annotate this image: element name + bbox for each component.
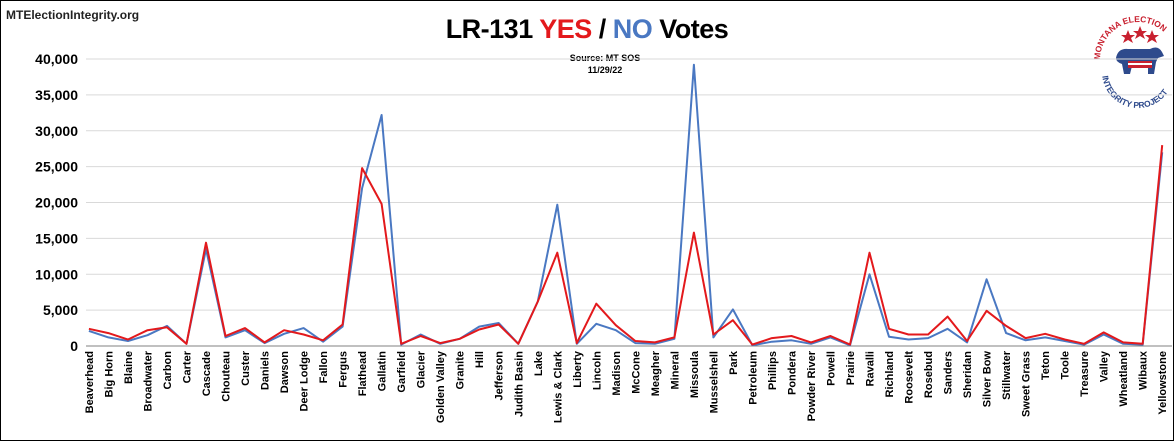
title-slash: / (591, 14, 613, 44)
y-tick-label: 10,000 (35, 266, 78, 282)
bear-icon (1116, 47, 1164, 74)
chart-source: Source: MT SOS 11/29/22 (535, 52, 675, 76)
x-tick-label: Blaine (123, 351, 135, 384)
y-tick-label: 40,000 (35, 51, 78, 67)
x-tick-label: Chouteau (221, 351, 233, 402)
logo-graphic: MONTANA ELECTION INTEGRITY PROJECT (1092, 14, 1170, 110)
x-tick-label: Fallon (318, 351, 330, 384)
x-tick-label: Deer Lodge (299, 351, 311, 412)
x-tick-label: Yellowstone (1157, 351, 1169, 415)
y-tick-label: 30,000 (35, 123, 78, 139)
x-tick-label: Powder River (806, 350, 818, 421)
x-tick-label: Lewis & Clark (552, 350, 564, 423)
series-line-yes (88, 145, 1164, 346)
x-tick-label: Golden Valley (435, 350, 447, 423)
x-tick-label: Gallatin (377, 351, 389, 392)
x-tick-label: Wibaux (1138, 350, 1150, 390)
x-tick-label: Toole (1060, 351, 1072, 380)
y-tick-label: 35,000 (35, 87, 78, 103)
title-yes: YES (539, 14, 592, 44)
x-tick-label: Carter (182, 350, 194, 383)
x-tick-label: Missoula (689, 350, 701, 398)
x-tick-label: McCone (630, 351, 642, 394)
x-tick-label: Treasure (1079, 351, 1091, 397)
y-tick-label: 20,000 (35, 195, 78, 211)
title-prefix: LR-131 (445, 14, 540, 44)
x-tick-label: Rosebud (923, 351, 935, 398)
star-icon (1121, 26, 1159, 43)
x-tick-label: Garfield (396, 351, 408, 393)
x-tick-label: Sheridan (962, 351, 974, 398)
x-tick-label: Glacier (416, 350, 428, 388)
x-tick-label: Prairie (845, 351, 857, 385)
x-tick-label: Valley (1099, 350, 1111, 382)
x-tick-label: Flathead (357, 351, 369, 396)
x-tick-label: Big Horn (103, 351, 115, 398)
x-tick-label: Roosevelt (904, 351, 916, 404)
site-label: MTElectionIntegrity.org (6, 8, 140, 22)
y-axis: 0 5,000 10,000 15,000 20,000 25,000 30,000 35,0… (35, 51, 78, 354)
title-no: NO (612, 14, 653, 44)
x-tick-label: Liberty (572, 350, 584, 388)
y-tick-label: 15,000 (35, 230, 78, 246)
project-logo: MONTANA ELECTION INTEGRITY PROJECT (1088, 8, 1174, 128)
x-tick-label: Beaverhead (84, 351, 96, 413)
y-tick-label: 25,000 (35, 159, 78, 175)
series-lines (88, 63, 1164, 347)
x-tick-label: Hill (474, 351, 486, 368)
x-tick-label: Granite (455, 351, 467, 390)
x-tick-label: Lake (533, 351, 545, 376)
x-tick-label: Petroleum (747, 351, 759, 405)
x-tick-label: Lincoln (591, 351, 603, 390)
source-date: 11/29/22 (587, 65, 623, 75)
x-tick-label: Musselshell (708, 351, 720, 413)
x-tick-label: Daniels (260, 351, 272, 390)
x-tick-label: Richland (884, 351, 896, 397)
x-tick-label: Wheatland (1118, 351, 1130, 407)
x-tick-label: Jefferson (494, 351, 506, 401)
x-tick-label: Custer (240, 350, 252, 386)
y-tick-label: 5,000 (43, 302, 78, 318)
y-tick-label: 0 (70, 338, 78, 354)
gridlines (86, 58, 1172, 347)
title-suffix: Votes (652, 14, 729, 44)
x-tick-label: Ravalli (865, 351, 877, 386)
chart-title: LR-131 YES / NO Votes (0, 14, 1174, 45)
x-tick-label: Teton (1040, 351, 1052, 380)
x-tick-label: Sweet Grass (1021, 351, 1033, 417)
x-tick-label: Madison (611, 351, 623, 396)
x-tick-label: Silver Bow (982, 351, 994, 408)
x-tick-label: Carbon (162, 351, 174, 390)
x-tick-label: Park (728, 350, 740, 375)
x-tick-label: Judith Basin (513, 351, 525, 417)
x-tick-label: Powell (825, 351, 837, 386)
x-tick-label: Broadwater (142, 350, 154, 411)
x-tick-label: Mineral (669, 351, 681, 390)
x-tick-label: Dawson (279, 351, 291, 393)
x-tick-label: Fergus (338, 351, 350, 388)
source-line: Source: MT SOS (569, 53, 641, 63)
x-tick-label: Meagher (650, 350, 662, 396)
x-tick-label: Stillwater (1001, 350, 1013, 400)
x-axis: Beaverhead Big Horn Blaine Broadwater Carbon… (84, 345, 1172, 423)
x-tick-label: Cascade (201, 351, 213, 396)
x-tick-label: Pondera (786, 350, 798, 395)
x-tick-label: Phillips (767, 351, 779, 390)
x-tick-label: Sanders (943, 351, 955, 394)
series-line-no (88, 63, 1164, 347)
